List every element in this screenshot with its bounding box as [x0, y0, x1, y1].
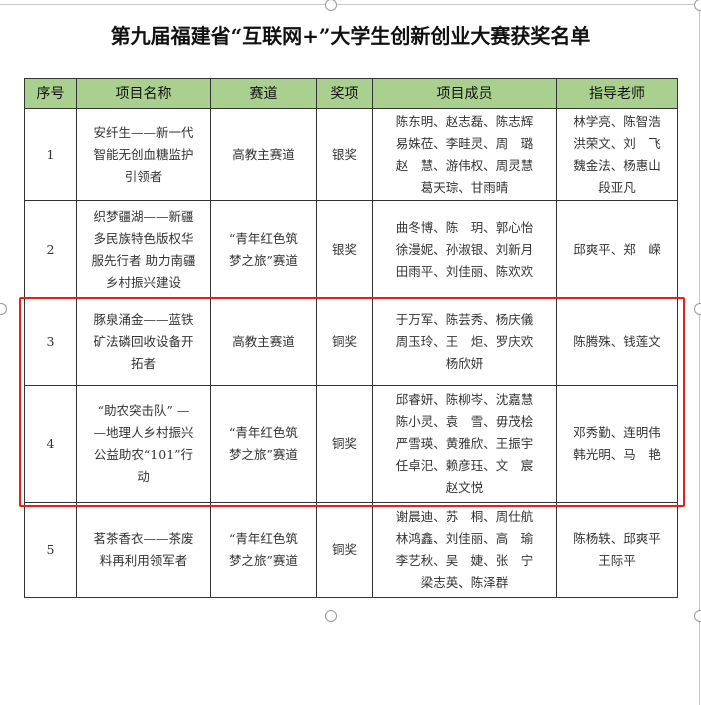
cell-award: 铜奖 — [316, 502, 373, 598]
table-row: 4 “助农突击队” — —地理人乡村振兴 公益助农“101”行 动 “青年红色筑… — [24, 385, 678, 503]
cell-advisors: 陈杨轶、邱爽平 王际平 — [556, 502, 678, 598]
header-no: 序号 — [24, 78, 77, 109]
table-row: 2 织梦疆湖——新疆 多民族特色版权华 服先行者 助力南疆 乡村振兴建设 “青年… — [24, 200, 678, 299]
cell-track: “青年红色筑 梦之旅”赛道 — [210, 200, 317, 299]
header-project-name: 项目名称 — [76, 78, 211, 109]
cell-no: 4 — [24, 385, 77, 503]
cell-advisors: 邓秀勤、连明伟 韩光明、马 艳 — [556, 385, 678, 503]
table-row: 3 豚泉涌金——蓝铁 矿法磷回收设备开 拓者 高教主赛道 铜奖 于万军、陈芸秀、… — [24, 298, 678, 386]
cell-no: 2 — [24, 200, 77, 299]
cell-members: 邱睿妍、陈柳岑、沈嘉慧 陈小灵、袁 雪、毋茂桧 严雪瑛、黄雅欣、王振宇 任卓汜、… — [372, 385, 557, 503]
image-frame — [0, 4, 700, 705]
cell-award: 铜奖 — [316, 385, 373, 503]
page-title: 第九届福建省“互联网+”大学生创新创业大赛获奖名单 — [110, 24, 591, 48]
header-track: 赛道 — [210, 78, 317, 109]
cell-award: 银奖 — [316, 200, 373, 299]
resize-handle[interactable] — [694, 0, 701, 11]
cell-members: 陈东明、赵志磊、陈志辉 易姝莅、李畦灵、周 璐 赵 慧、游伟权、周灵慧 葛天琮、… — [372, 108, 557, 201]
cell-members: 于万军、陈芸秀、杨庆儀 周玉玲、王 炬、罗庆欢 杨欣妍 — [372, 298, 557, 386]
cell-project-name: 安纤生——新一代 智能无创血糖监护 引领者 — [76, 108, 211, 201]
cell-project-name: 豚泉涌金——蓝铁 矿法磷回收设备开 拓者 — [76, 298, 211, 386]
cell-no: 1 — [24, 108, 77, 201]
cell-track: 高教主赛道 — [210, 108, 317, 201]
cell-members: 曲冬博、陈 玥、郭心怡 徐漫妮、孙淑银、刘新月 田雨平、刘佳丽、陈欢欢 — [372, 200, 557, 299]
resize-handle[interactable] — [694, 303, 701, 315]
cell-advisors: 邱爽平、郑 嵘 — [556, 200, 678, 299]
table-row: 5 茗茶香衣——茶废 料再利用领军者 “青年红色筑 梦之旅”赛道 铜奖 谢晨迪、… — [24, 502, 678, 598]
resize-handle[interactable] — [325, 0, 337, 11]
header-members: 项目成员 — [372, 78, 557, 109]
cell-advisors: 林学亮、陈智浩 洪荣文、刘 飞 魏金法、杨惠山 段亚凡 — [556, 108, 678, 201]
cell-track: 高教主赛道 — [210, 298, 317, 386]
header-award: 奖项 — [316, 78, 373, 109]
cell-track: “青年红色筑 梦之旅”赛道 — [210, 385, 317, 503]
cell-project-name: “助农突击队” — —地理人乡村振兴 公益助农“101”行 动 — [76, 385, 211, 503]
cell-track: “青年红色筑 梦之旅”赛道 — [210, 502, 317, 598]
cell-project-name: 织梦疆湖——新疆 多民族特色版权华 服先行者 助力南疆 乡村振兴建设 — [76, 200, 211, 299]
cell-advisors: 陈腾殊、钱莲文 — [556, 298, 678, 386]
cell-award: 银奖 — [316, 108, 373, 201]
cell-project-name: 茗茶香衣——茶废 料再利用领军者 — [76, 502, 211, 598]
resize-handle[interactable] — [325, 610, 337, 622]
awards-table: 序号 项目名称 赛道 奖项 项目成员 指导老师 1 安纤生——新一代 智能无创血… — [24, 78, 678, 598]
cell-award: 铜奖 — [316, 298, 373, 386]
table-row: 1 安纤生——新一代 智能无创血糖监护 引领者 高教主赛道 银奖 陈东明、赵志磊… — [24, 108, 678, 201]
resize-handle[interactable] — [694, 610, 701, 622]
header-advisors: 指导老师 — [556, 78, 678, 109]
cell-no: 3 — [24, 298, 77, 386]
cell-no: 5 — [24, 502, 77, 598]
cell-members: 谢晨迪、苏 桐、周仕航 林鸿鑫、刘佳丽、高 瑜 李艺秋、吴 婕、张 宁 梁志英、… — [372, 502, 557, 598]
table-header: 序号 项目名称 赛道 奖项 项目成员 指导老师 — [24, 78, 678, 109]
